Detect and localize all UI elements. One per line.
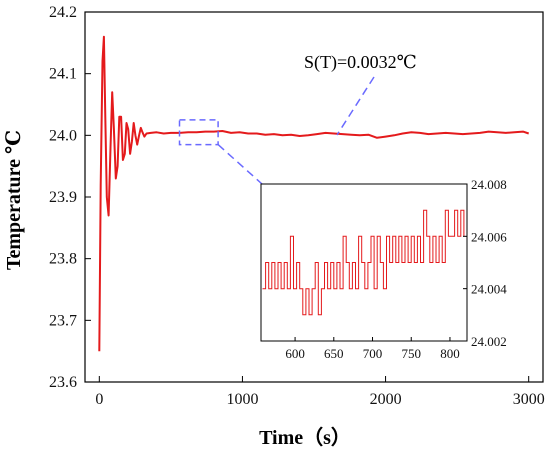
y-tick-label: 24.2 <box>49 4 77 21</box>
inset-temperature-line <box>262 209 465 316</box>
main-tick-labels: 0 1000 2000 3000 23.6 23.7 23.8 23.9 24.0 24.1 24.… <box>49 4 545 408</box>
x-tick-label: 3000 <box>513 391 545 408</box>
zoom-box <box>178 119 219 146</box>
inset-series <box>262 209 465 316</box>
inset-tick-labels: 600 650 700 750 800 24.002 24.004 24.006 24.008 <box>285 177 507 361</box>
y-tick-label: 23.8 <box>49 251 77 268</box>
inset-ticks <box>294 183 467 342</box>
annotation-pointer <box>336 76 375 136</box>
x-axis-title: Time（s） <box>259 426 351 449</box>
y-tick-label: 24.0 <box>49 127 77 144</box>
inset-y-tick-label: 24.006 <box>471 229 507 244</box>
std-annotation: S(T)=0.0032℃ <box>304 52 417 73</box>
inset-y-tick-label: 24.004 <box>471 282 507 297</box>
inset-y-tick-label: 24.008 <box>471 177 507 192</box>
y-axis-title: Temperature ℃ <box>3 130 25 270</box>
zoom-connector <box>217 144 263 185</box>
inset-x-tick-label: 700 <box>363 346 383 361</box>
x-tick-label: 2000 <box>370 391 402 408</box>
y-tick-label: 23.6 <box>49 374 77 391</box>
inset-frame <box>260 183 468 342</box>
inset-x-tick-label: 800 <box>440 346 460 361</box>
y-tick-label: 24.1 <box>49 66 77 83</box>
y-tick-label: 23.7 <box>49 312 77 329</box>
inset-x-tick-label: 600 <box>285 346 305 361</box>
y-tick-label: 23.9 <box>49 189 77 206</box>
main-ticks <box>85 11 530 383</box>
inset-x-tick-label: 650 <box>324 346 344 361</box>
inset-y-tick-label: 24.002 <box>471 334 507 349</box>
x-tick-label: 1000 <box>226 391 258 408</box>
inset-x-tick-label: 750 <box>401 346 421 361</box>
x-tick-label: 0 <box>95 391 103 408</box>
